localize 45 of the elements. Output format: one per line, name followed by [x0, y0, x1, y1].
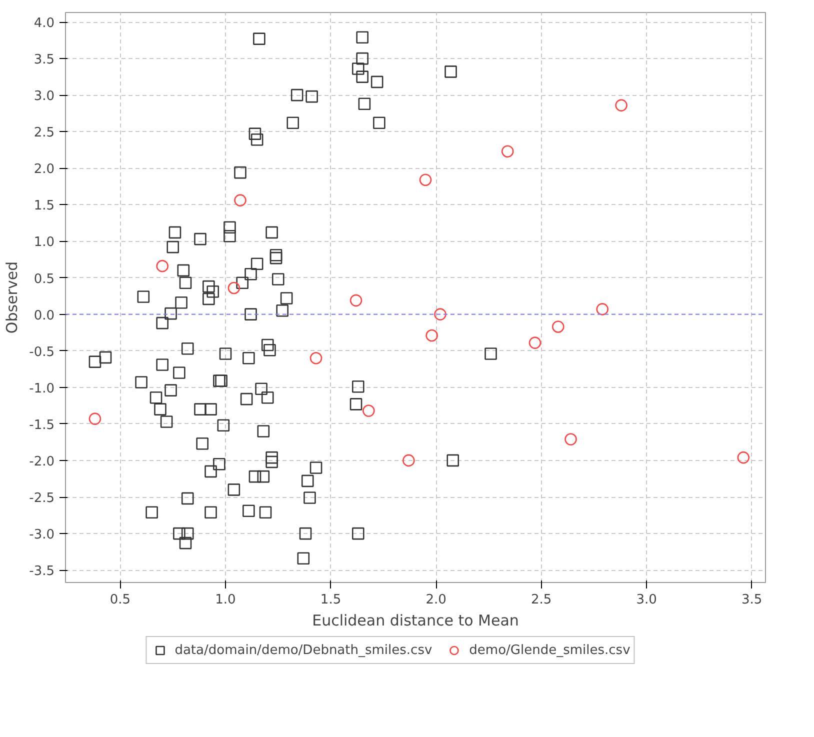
legend-label: demo/Glende_smiles.csv [469, 642, 630, 658]
x-tick-label: 3.5 [741, 592, 762, 608]
point [419, 174, 432, 186]
y-tick-label: -1.5 [29, 418, 55, 433]
y-tick-label: 0.5 [34, 272, 55, 287]
x-tick-label: 1.0 [215, 592, 236, 608]
y-tick-label: -3.0 [29, 528, 55, 543]
point [228, 282, 240, 294]
point [426, 329, 438, 342]
y-tick-label: 2.5 [34, 126, 55, 141]
y-tick-label: -3.5 [29, 564, 55, 580]
x-axis-title: Euclidean distance to Mean [312, 612, 519, 630]
point [234, 194, 246, 206]
x-tick-label: 1.5 [320, 592, 342, 608]
point [362, 404, 375, 417]
legend-label: data/domain/demo/Debnath_smiles.csv [174, 642, 432, 658]
point [434, 308, 446, 320]
y-tick-label: -0.5 [29, 344, 55, 360]
y-axis-title: Observed [3, 261, 22, 334]
x-tick-label: 0.5 [110, 592, 131, 608]
x-tick-label: 3.0 [636, 592, 657, 608]
y-tick-label: -1.0 [29, 381, 55, 396]
point [552, 320, 564, 333]
y-tick-label: 1.0 [34, 235, 55, 250]
point [310, 352, 322, 364]
y-tick-label: 2.0 [34, 162, 55, 178]
point [564, 433, 577, 446]
y-tick-label: -2.0 [29, 454, 55, 470]
point [528, 336, 542, 349]
y-tick-label: 3.5 [34, 52, 55, 68]
point [88, 412, 102, 425]
point [501, 145, 514, 158]
point [596, 303, 608, 316]
x-tick-label: 2.0 [426, 592, 446, 608]
point [737, 451, 750, 464]
x-tick-label: 2.5 [530, 592, 552, 608]
y-tick-label: -2.5 [29, 491, 55, 506]
y-tick-label: 0.0 [34, 308, 55, 324]
point [156, 260, 168, 272]
y-tick-label: 4.0 [34, 16, 55, 31]
y-tick-label: 1.5 [34, 198, 55, 214]
point [615, 99, 628, 112]
point [402, 454, 415, 467]
y-tick-label: 3.0 [34, 89, 55, 104]
point [350, 294, 362, 307]
